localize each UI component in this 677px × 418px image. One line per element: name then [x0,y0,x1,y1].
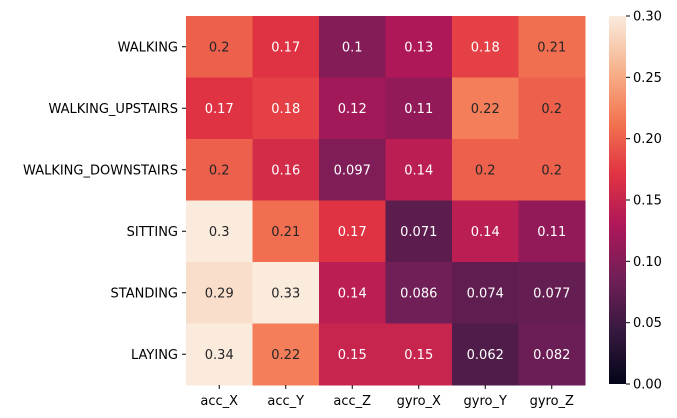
x-tick-label: acc_Y [267,394,304,409]
cell-annotation: 0.086 [400,286,437,301]
heatmap-cell [385,16,453,78]
heatmap-cell [319,139,386,201]
colorbar-tick-label: 0.10 [633,255,662,270]
cell-annotation: 0.22 [271,348,300,363]
heatmap-cell [452,16,519,78]
heatmap-cell [186,77,253,140]
cell-annotation: 0.062 [467,348,504,363]
cell-annotation: 0.097 [334,163,371,178]
heatmap-cells [186,16,586,386]
cell-annotation: 0.33 [271,286,300,301]
x-tick-label: gyro_X [397,394,441,409]
y-tick-label: WALKING [118,40,178,55]
heatmap-cell [385,323,453,386]
heatmap-annotations: 0.2 0.17 0.1 0.13 0.18 0.21 0.17 0.18 0.12 0.11 0.… [205,40,571,363]
colorbar-gradient [609,16,626,384]
heatmap-cell [252,16,320,78]
heatmap-cell [252,200,320,263]
cell-annotation: 0.18 [471,40,500,55]
colorbar-tick-label: 0.15 [633,194,662,209]
x-tick-label: acc_Z [333,394,371,409]
cell-annotation: 0.11 [537,225,566,240]
colorbar-tick-label: 0.00 [633,378,662,393]
cell-annotation: 0.16 [271,163,300,178]
cell-annotation: 0.082 [533,348,570,363]
cell-annotation: 0.21 [537,40,566,55]
heatmap-cell [385,200,453,263]
colorbar-tick-label: 0.25 [633,71,662,86]
heatmap-cell [319,200,386,263]
cell-annotation: 0.2 [541,102,562,117]
y-tick-label: SITTING [127,225,178,240]
cell-annotation: 0.2 [541,163,562,178]
y-tick-label: STANDING [111,286,178,301]
heatmap-cell [319,16,386,78]
heatmap-cell [319,262,386,324]
heatmap-cell [518,77,586,140]
colorbar-tick-label: 0.05 [633,316,662,331]
cell-annotation: 0.15 [404,348,433,363]
cell-annotation: 0.1 [342,40,363,55]
y-tick-label: WALKING_DOWNSTAIRS [23,163,178,178]
heatmap-cell [518,139,586,201]
colorbar: 0.00 0.05 0.10 0.15 0.20 0.25 0.30 [609,10,662,393]
cell-annotation: 0.077 [533,286,570,301]
cell-annotation: 0.17 [271,40,300,55]
y-tick-label: LAYING [131,348,178,363]
heatmap-cell [452,139,519,201]
heatmap-cell [518,262,586,324]
cell-annotation: 0.071 [400,225,437,240]
cell-annotation: 0.18 [271,102,300,117]
cell-annotation: 0.14 [471,225,500,240]
heatmap-cell [186,262,253,324]
cell-annotation: 0.2 [209,163,230,178]
cell-annotation: 0.13 [404,40,433,55]
x-tick-label: gyro_Y [464,394,507,409]
cell-annotation: 0.17 [338,225,367,240]
heatmap-cell [518,200,586,263]
cell-annotation: 0.11 [404,102,433,117]
heatmap-cell [252,139,320,201]
colorbar-tick-label: 0.20 [633,132,662,147]
cell-annotation: 0.29 [205,286,234,301]
cell-annotation: 0.074 [467,286,504,301]
colorbar-ticks: 0.00 0.05 0.10 0.15 0.20 0.25 0.30 [626,10,662,393]
heatmap-cell [452,262,519,324]
heatmap-cell [452,323,519,386]
cell-annotation: 0.34 [205,348,234,363]
cell-annotation: 0.17 [205,102,234,117]
cell-annotation: 0.2 [475,163,496,178]
heatmap-cell [186,323,253,386]
heatmap-cell [518,323,586,386]
heatmap-cell [186,200,253,263]
x-axis: acc_X acc_Y acc_Z gyro_X gyro_Y gyro_Z [200,385,574,409]
heatmap-cell [385,77,453,140]
heatmap-cell [186,139,253,201]
cell-annotation: 0.12 [338,102,367,117]
heatmap-cell [452,200,519,263]
cell-annotation: 0.22 [471,102,500,117]
heatmap-cell [252,77,320,140]
heatmap-cell [385,139,453,201]
cell-annotation: 0.21 [271,225,300,240]
heatmap-cell [452,77,519,140]
cell-annotation: 0.15 [338,348,367,363]
cell-annotation: 0.3 [209,225,230,240]
heatmap-cell [252,262,320,324]
cell-annotation: 0.14 [404,163,433,178]
x-tick-label: acc_X [200,394,238,409]
x-tick-label: gyro_Z [530,394,574,409]
heatmap-cell [319,77,386,140]
heatmap-cell [252,323,320,386]
heatmap-cell [385,262,453,324]
heatmap-cell [319,323,386,386]
colorbar-tick-label: 0.30 [633,10,662,25]
cell-annotation: 0.14 [338,286,367,301]
heatmap-cell [518,16,586,78]
heatmap-cell [186,16,253,78]
y-tick-label: WALKING_UPSTAIRS [49,102,179,117]
y-axis: WALKING WALKING_UPSTAIRS WALKING_DOWNSTAIR… [23,40,186,363]
cell-annotation: 0.2 [209,40,230,55]
